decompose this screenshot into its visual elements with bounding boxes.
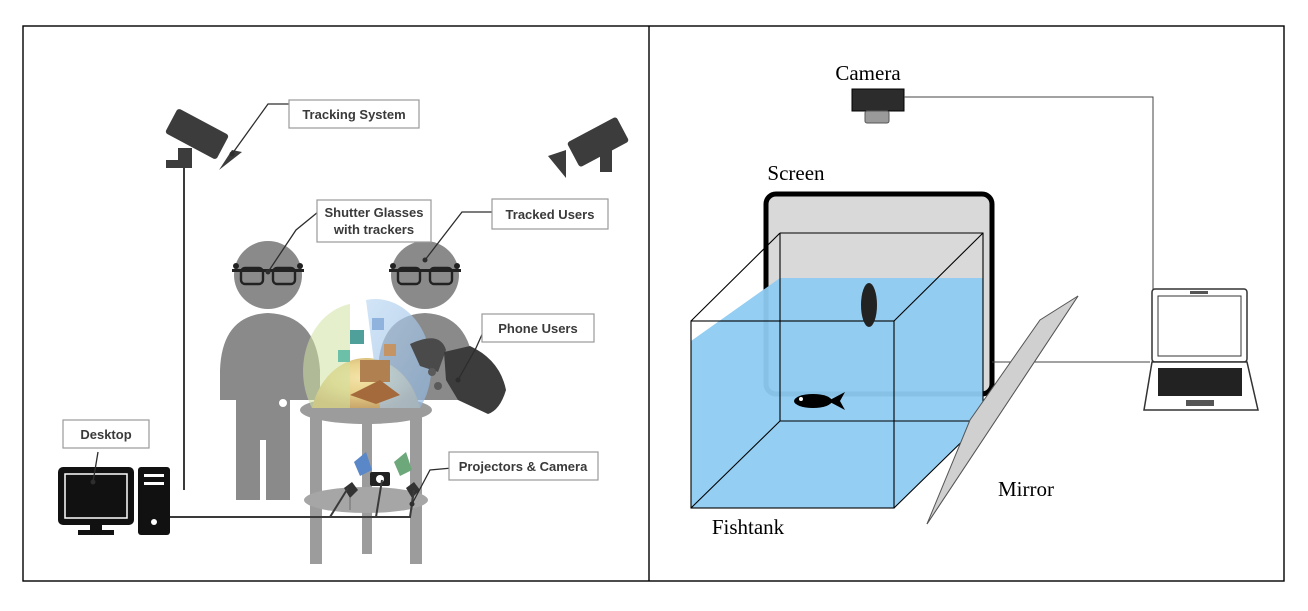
label-mirror: Mirror	[998, 477, 1054, 501]
label-fishtank: Fishtank	[712, 515, 785, 539]
label-projectors-camera: Projectors & Camera	[448, 451, 599, 481]
label-tracking-system: Tracking System	[288, 99, 420, 129]
label-screen: Screen	[767, 161, 825, 185]
projectors-icon	[344, 452, 420, 510]
svg-text:Shutter Glasses: Shutter Glasses	[325, 205, 424, 220]
label-camera: Camera	[835, 61, 901, 85]
label-shutter-glasses: Shutter Glasses with trackers	[316, 199, 432, 243]
tracking-camera-left-icon	[165, 109, 242, 170]
spherical-display	[303, 299, 432, 408]
camera-icon	[851, 88, 905, 124]
svg-text:Phone Users: Phone Users	[498, 321, 577, 336]
svg-text:Tracking System: Tracking System	[302, 107, 405, 122]
right-panel: Camera Screen	[690, 61, 1259, 539]
svg-text:Projectors & Camera: Projectors & Camera	[459, 459, 588, 474]
label-tracked-users: Tracked Users	[491, 198, 609, 230]
tracked-user-left	[220, 241, 320, 500]
phone-user-icon	[410, 338, 506, 414]
left-panel: Tracking System Shutter Glasses with tra…	[58, 99, 629, 564]
fish-icon	[794, 392, 845, 410]
svg-text:Desktop: Desktop	[80, 427, 131, 442]
tracking-camera-right-icon	[548, 117, 629, 178]
outer-frame	[22, 25, 1285, 582]
camera-cable	[904, 96, 1154, 295]
svg-text:Tracked Users: Tracked Users	[506, 207, 595, 222]
floating-object	[861, 283, 877, 327]
laptop-icon	[1143, 288, 1259, 411]
table	[300, 396, 432, 564]
label-phone-users: Phone Users	[481, 313, 595, 343]
label-desktop: Desktop	[62, 419, 150, 449]
svg-text:with trackers: with trackers	[333, 222, 414, 237]
desktop-icon	[58, 467, 170, 535]
